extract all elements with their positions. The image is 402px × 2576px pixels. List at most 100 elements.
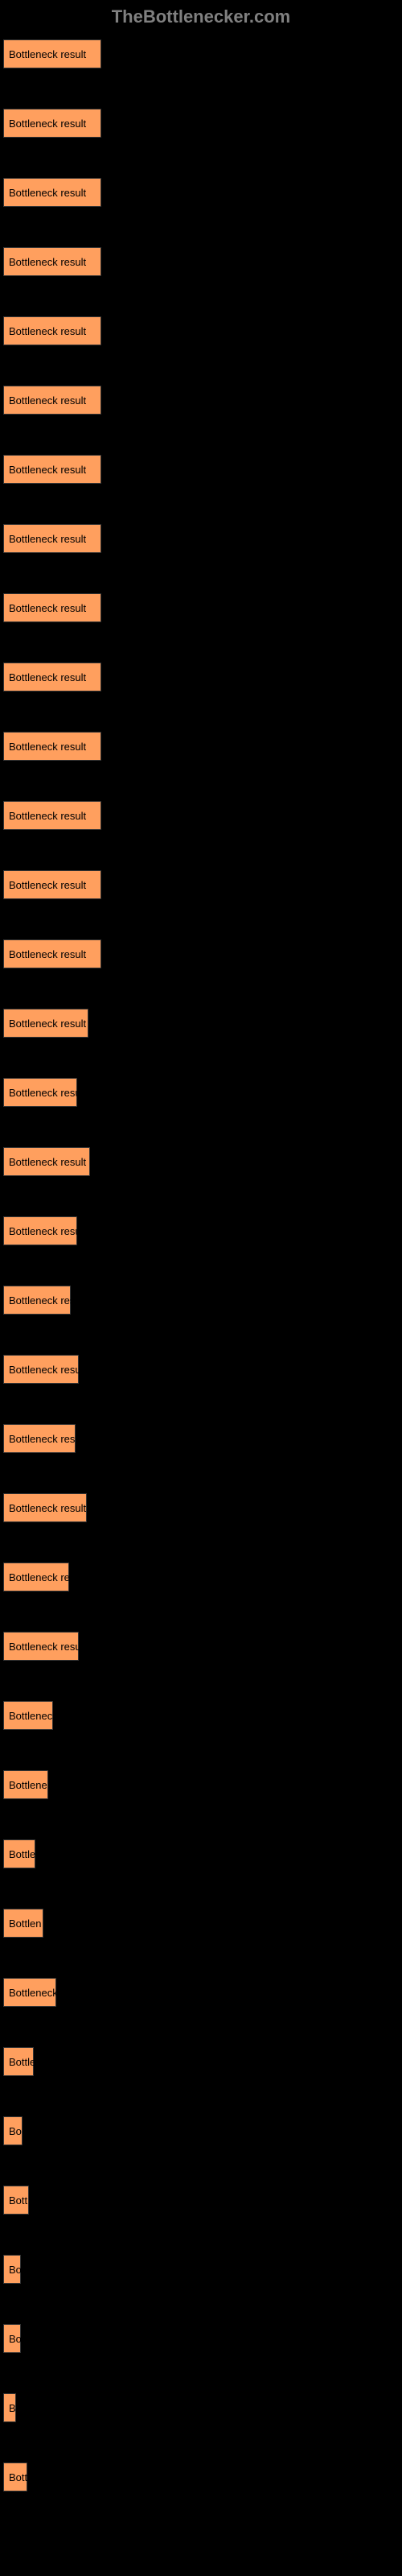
bar-item: Bottleneck result <box>3 1009 402 1038</box>
bar-label: Bottlen <box>9 1918 41 1930</box>
bar-label: Bottleneck <box>9 1987 58 1999</box>
bar: Bottleneck result <box>3 801 101 830</box>
bar: Bottlene <box>3 1770 48 1799</box>
bar-label: Bottlene <box>9 1779 47 1791</box>
chart-container: Bottleneck resultBottleneck resultBottle… <box>0 39 402 2491</box>
bar-item: Bottle <box>3 2047 402 2076</box>
bar-item: Bottleneck <box>3 1978 402 2007</box>
bar-label: Bottleneck result <box>9 1225 86 1237</box>
bar-label: Bottleneck result <box>9 48 86 60</box>
bar: Bottleneck result <box>3 1147 90 1176</box>
bar-label: Bo <box>9 2125 22 2137</box>
bar: Bottlen <box>3 1909 43 1938</box>
bar-item: Bo <box>3 2116 402 2145</box>
bar-label: Bottleneck result <box>9 948 86 960</box>
bar-label: Bott <box>9 2194 27 2207</box>
bar-item: Bottleneck result <box>3 1147 402 1176</box>
bar-item: Bott <box>3 2186 402 2215</box>
bar: Bottleneck result <box>3 870 101 899</box>
bar: Bottleneck result <box>3 663 101 691</box>
bar: Bottleneck resu <box>3 1424 76 1453</box>
bar: Bottleneck result <box>3 524 101 553</box>
bar-item: Bottleneck result <box>3 732 402 761</box>
bar-item: Bottleneck result <box>3 801 402 830</box>
bar: Bottleneck result <box>3 39 101 68</box>
bar-item: Bottleneck result <box>3 455 402 484</box>
bar: Bottleneck result <box>3 593 101 622</box>
bar-item: Bottleneck result <box>3 1078 402 1107</box>
bar-item: Bottleneck result <box>3 870 402 899</box>
bar: Bo <box>3 2255 21 2284</box>
bar-label: Bottleneck re <box>9 1571 70 1583</box>
bar-label: Bottleneck result <box>9 325 86 337</box>
bar-item: Bottleneck result <box>3 524 402 553</box>
bar-item: Bottleneck result <box>3 386 402 415</box>
bar-label: Bo <box>9 2264 22 2276</box>
bar-label: Bottleneck result <box>9 394 86 407</box>
bar: Bottleneck result <box>3 1493 87 1522</box>
bar-item: Bottleneck result <box>3 1216 402 1245</box>
bar-label: Bott <box>9 2471 27 2483</box>
bar: Bottleneck result <box>3 386 101 415</box>
bar-label: Bottle <box>9 2056 35 2068</box>
bar-label: Bottleneck result <box>9 1156 86 1168</box>
bar-label: B <box>9 2402 16 2414</box>
bar-label: Bottleneck result <box>9 118 86 130</box>
bar-item: Bottleneck result <box>3 109 402 138</box>
bar-item: Bottleneck result <box>3 247 402 276</box>
bar-item: Bottleneck result <box>3 593 402 622</box>
bar-item: Bottlenec <box>3 1701 402 1730</box>
bar-label: Bottle <box>9 1848 35 1860</box>
bar-label: Bottleneck result <box>9 533 86 545</box>
bar: Bottleneck result <box>3 1009 88 1038</box>
bar-label: Bottleneck res <box>9 1294 75 1307</box>
bar-label: Bottleneck result <box>9 671 86 683</box>
bar: Bottleneck result <box>3 732 101 761</box>
bar: Bottleneck result <box>3 455 101 484</box>
bar-item: Bottleneck resul <box>3 1632 402 1661</box>
bar-label: Bottleneck result <box>9 602 86 614</box>
bar-label: Bottleneck result <box>9 741 86 753</box>
bar-label: Bottleneck result <box>9 879 86 891</box>
bar-item: Bottleneck result <box>3 316 402 345</box>
bar-label: Bo <box>9 2333 22 2345</box>
bar: Bottleneck result <box>3 939 101 968</box>
bar-label: Bottleneck result <box>9 1018 86 1030</box>
bar: Bottleneck <box>3 1978 56 2007</box>
bar-label: Bottleneck result <box>9 1087 86 1099</box>
bar-item: Bottleneck result <box>3 939 402 968</box>
bar: Bottleneck result <box>3 1078 77 1107</box>
bar-item: Bo <box>3 2255 402 2284</box>
bar-label: Bottleneck resul <box>9 1641 84 1653</box>
bar-item: Bott <box>3 2462 402 2491</box>
site-title: TheBottlenecker.com <box>112 6 291 27</box>
bar: Bottleneck result <box>3 178 101 207</box>
bar: Bottleneck result <box>3 247 101 276</box>
bar-item: Bottleneck re <box>3 1563 402 1591</box>
bar-item: Bottleneck result <box>3 1493 402 1522</box>
bar-item: Bo <box>3 2324 402 2353</box>
bar: Bottle <box>3 2047 34 2076</box>
bar-label: Bottleneck result <box>9 464 86 476</box>
bar: Bottleneck result <box>3 109 101 138</box>
bar: Bo <box>3 2116 23 2145</box>
bar-label: Bottleneck result <box>9 1364 86 1376</box>
bar: Bottleneck res <box>3 1286 71 1315</box>
bar-label: Bottleneck resu <box>9 1433 81 1445</box>
bar: Bottleneck resul <box>3 1632 79 1661</box>
bar: Bottle <box>3 1839 35 1868</box>
bar: Bottlenec <box>3 1701 53 1730</box>
bar: Bott <box>3 2462 27 2491</box>
bar-item: Bottleneck result <box>3 1355 402 1384</box>
bar: Bo <box>3 2324 21 2353</box>
bar-item: B <box>3 2393 402 2422</box>
bar-item: Bottle <box>3 1839 402 1868</box>
bar-label: Bottlenec <box>9 1710 52 1722</box>
bar-item: Bottleneck res <box>3 1286 402 1315</box>
header: TheBottlenecker.com <box>0 0 402 39</box>
bar-item: Bottleneck resu <box>3 1424 402 1453</box>
bar-item: Bottlene <box>3 1770 402 1799</box>
bar: Bottleneck result <box>3 316 101 345</box>
bar: Bott <box>3 2186 29 2215</box>
bar-item: Bottlen <box>3 1909 402 1938</box>
